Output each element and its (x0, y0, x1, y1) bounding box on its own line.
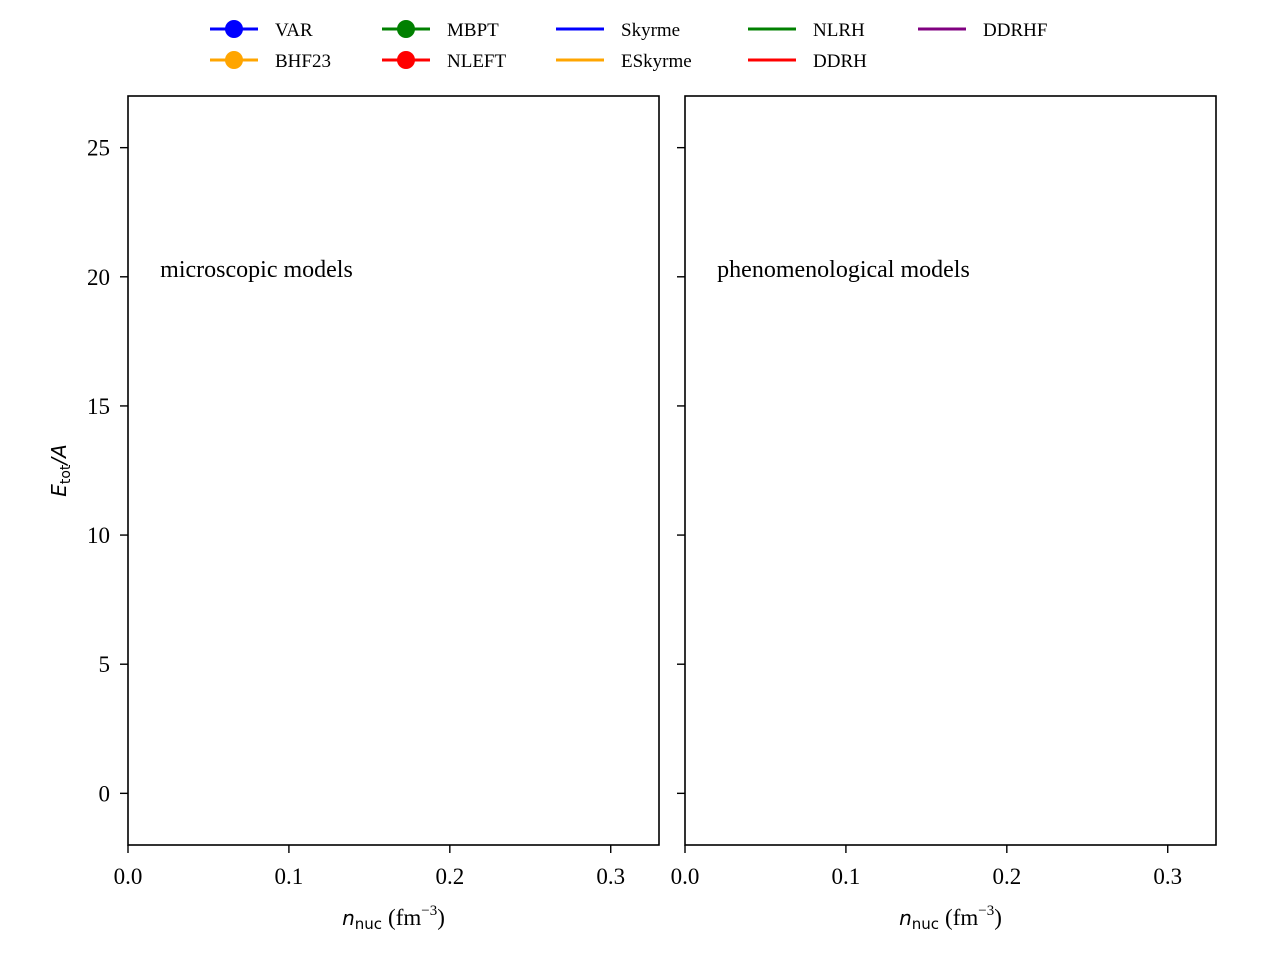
x-tick-label: 0.0 (114, 864, 143, 889)
plot-area (684, 95, 1217, 846)
panel-annotation: phenomenological models (717, 257, 970, 283)
y-axis-label: Etot/A (47, 444, 74, 497)
x-tick-label: 0.3 (596, 864, 625, 889)
legend-entry: MBPT (382, 20, 499, 41)
legend-label: VAR (275, 20, 313, 41)
panel-phenomenological: 0.0 0.1 0.2 0.3 phenomenological models nnuc(… (671, 95, 1217, 933)
legend-entry: Skyrme (556, 20, 680, 41)
legend-marker (397, 51, 415, 69)
legend-entry: VAR (210, 20, 313, 41)
x-tick-label: 0.2 (992, 864, 1021, 889)
y-tick-label: 15 (87, 394, 110, 419)
legend-label: DDRH (813, 51, 867, 72)
legend-entry: NLRH (748, 20, 865, 41)
plot-area (127, 95, 660, 846)
x-axis-label: nnuc (fm−3) (342, 903, 445, 933)
legend-entry: NLEFT (382, 51, 507, 72)
panel-annotation: microscopic models (160, 257, 353, 283)
legend-label: Skyrme (621, 20, 680, 41)
x-axis-label: nnuc (fm−3) (899, 903, 1002, 933)
y-tick-label: 0 (99, 781, 111, 806)
legend-marker (225, 51, 243, 69)
legend-label: MBPT (447, 20, 499, 41)
x-tick-label: 0.0 (671, 864, 700, 889)
panel-microscopic: 0.0 0.1 0.2 0.3 0 5 10 15 20 25 microscopic models… (47, 95, 660, 933)
legend-label: BHF23 (275, 51, 331, 72)
y-tick-label: 25 (87, 136, 110, 161)
x-tick-label: 0.1 (275, 864, 304, 889)
y-tick-label: 5 (99, 652, 111, 677)
x-tick-label: 0.3 (1153, 864, 1182, 889)
legend-label: NLRH (813, 20, 865, 41)
legend-entry: BHF23 (210, 51, 331, 72)
legend-entry: ESkyrme (556, 51, 692, 72)
y-tick-label: 20 (87, 265, 110, 290)
x-tick-label: 0.1 (832, 864, 861, 889)
y-tick-label: 10 (87, 523, 110, 548)
legend-entry: DDRHF (918, 20, 1047, 41)
legend-label: DDRHF (983, 20, 1047, 41)
legend-marker (397, 20, 415, 38)
legend-label: ESkyrme (621, 51, 692, 72)
x-tick-label: 0.2 (435, 864, 464, 889)
legend: VAR BHF23 MBPT NLEFT Skyrme ESkyrme NLRH DDRH DD… (210, 20, 1047, 72)
legend-entry: DDRH (748, 51, 867, 72)
legend-marker (225, 20, 243, 38)
legend-label: NLEFT (447, 51, 507, 72)
